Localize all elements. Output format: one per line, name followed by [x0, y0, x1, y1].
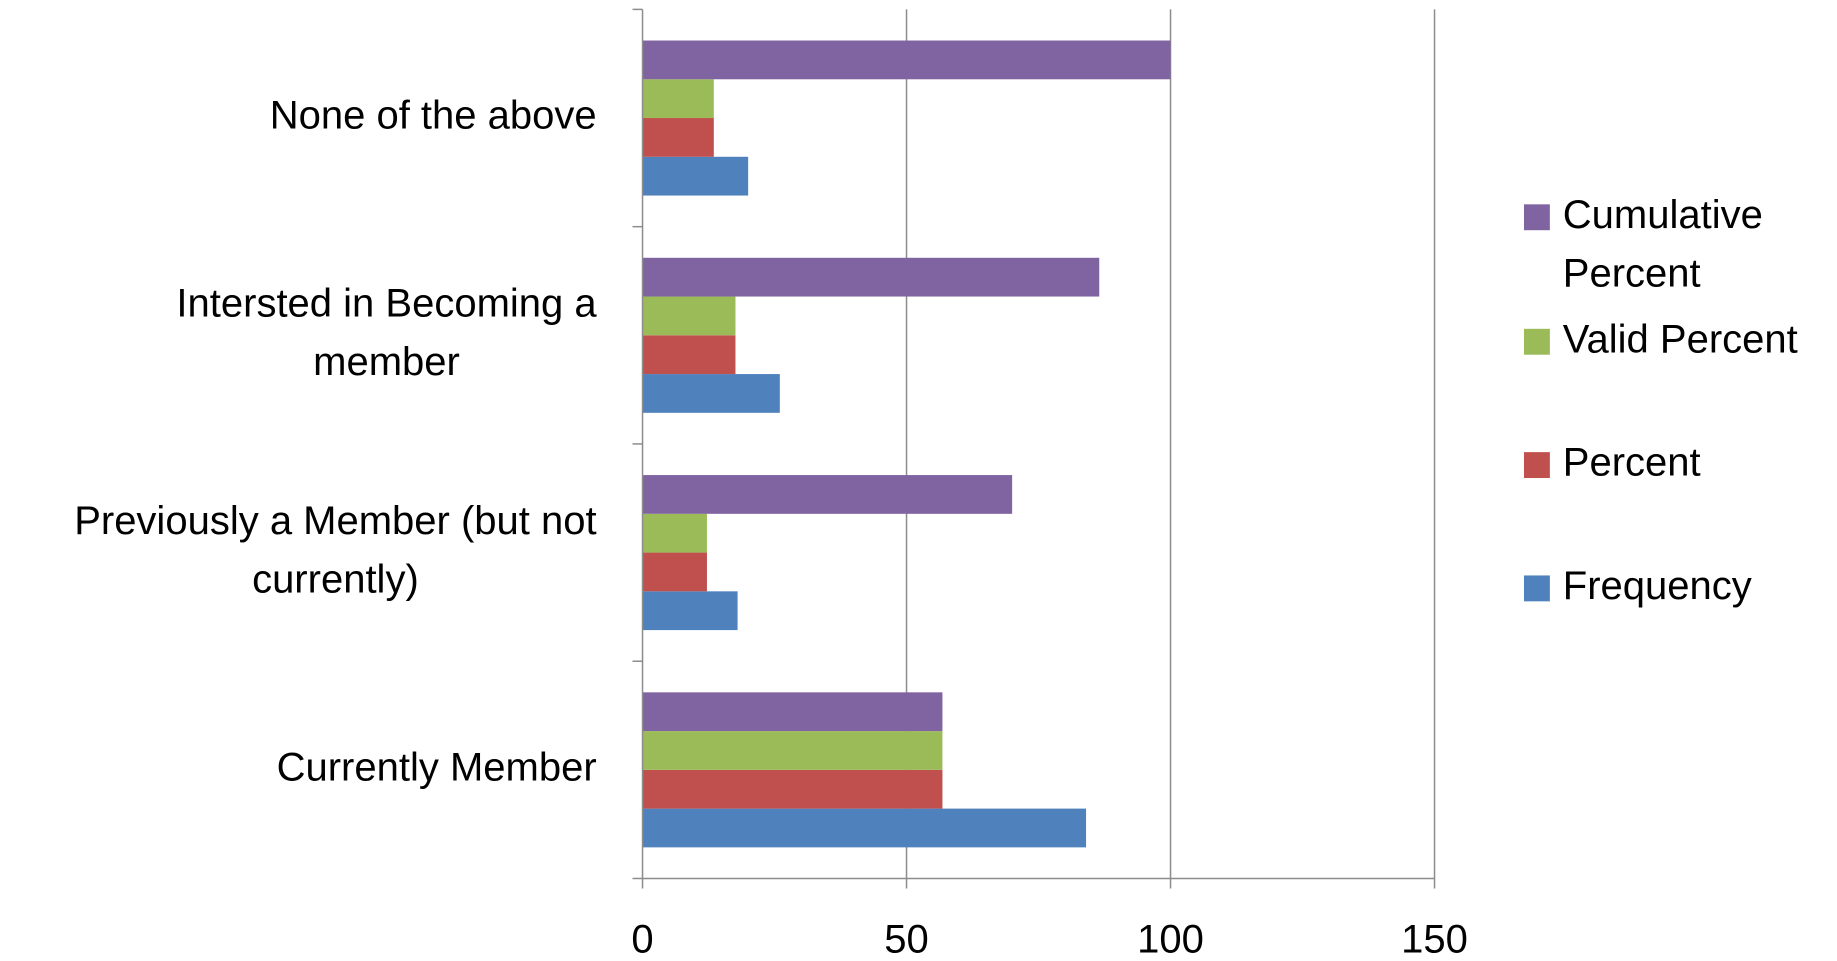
bar-frequency	[642, 374, 780, 413]
category-labels: Currently Member Previously a Member (but…	[74, 94, 597, 790]
x-tick-label: 150	[1401, 917, 1468, 956]
category-label: None of the above	[270, 94, 597, 138]
bar-percent	[642, 118, 714, 157]
bar-frequency	[642, 156, 749, 196]
bar-percent	[642, 769, 943, 809]
legend-swatch	[1523, 204, 1550, 231]
bar-cumulative-percent	[642, 692, 943, 732]
x-tick-labels: 0 50 100 150	[631, 917, 1468, 961]
bar-frequency	[642, 591, 738, 631]
legend-swatch	[1523, 452, 1550, 479]
bar-valid-percent	[642, 79, 714, 119]
legend-label: Percent	[1563, 252, 1701, 296]
bar-valid-percent	[642, 296, 736, 336]
bar-cumulative-percent	[642, 257, 1100, 297]
bar-valid-percent	[642, 513, 707, 553]
legend-swatch	[1523, 575, 1550, 602]
legend: Cumulative Percent Valid Percent Percent Fre…	[1523, 193, 1798, 608]
bar-valid-percent	[642, 731, 943, 770]
category-label: member	[313, 340, 460, 384]
category-label: Previously a Member (but not	[74, 499, 596, 543]
x-tick-label: 100	[1137, 917, 1204, 956]
legend-label: Percent	[1563, 441, 1701, 485]
bar-frequency	[642, 808, 1087, 848]
bar-percent	[642, 552, 707, 592]
bar-cumulative-percent	[642, 475, 1013, 514]
legend-swatch	[1523, 328, 1550, 355]
bar-percent	[642, 335, 736, 375]
axes	[632, 8, 1436, 889]
category-label: currently)	[252, 558, 419, 602]
bars	[642, 40, 1171, 848]
legend-label: Frequency	[1563, 564, 1752, 608]
bar-cumulative-percent	[642, 40, 1171, 80]
legend-label: Cumulative	[1563, 193, 1763, 237]
x-tick-label: 50	[884, 917, 929, 956]
legend-label: Valid Percent	[1563, 317, 1798, 361]
category-label: Currently Member	[277, 745, 597, 789]
category-label: Intersted in Becoming a	[176, 282, 597, 326]
gridlines	[905, 9, 1436, 879]
x-tick-label: 0	[631, 917, 653, 956]
